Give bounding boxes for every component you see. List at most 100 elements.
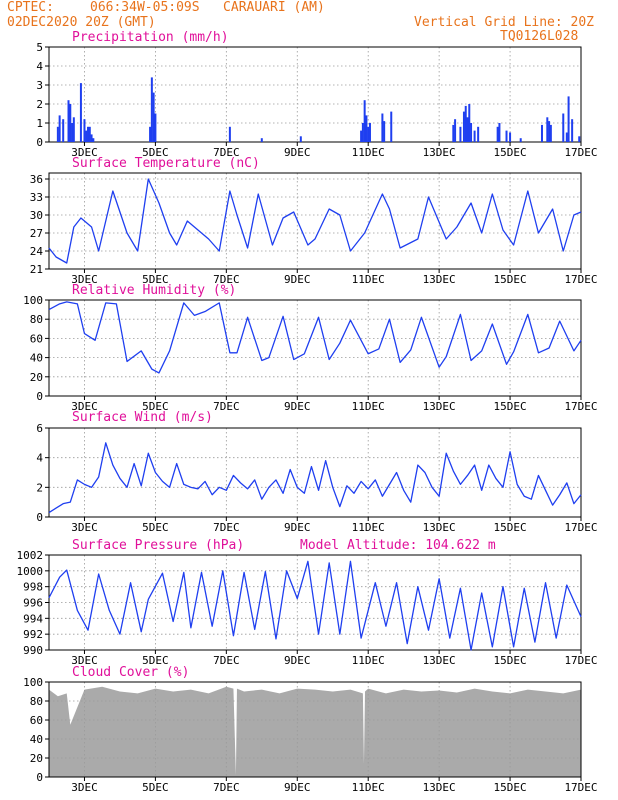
- precipitation-bar: [466, 117, 469, 142]
- precipitation-bar: [67, 100, 70, 142]
- y-tick-label: 4: [36, 60, 43, 73]
- y-tick-label: 1000: [17, 565, 44, 578]
- x-tick-label: 15DEC: [494, 146, 527, 159]
- y-tick-label: 40: [30, 733, 43, 746]
- plot-frame: [48, 681, 582, 778]
- precipitation-bar: [149, 126, 152, 142]
- precipitation-bar: [365, 115, 368, 142]
- precipitation-bar: [299, 136, 302, 142]
- x-tick-label: 11DEC: [352, 400, 385, 413]
- x-tick-label: 17DEC: [564, 273, 597, 286]
- precipitation-bar: [71, 123, 74, 142]
- precipitation-bar: [228, 126, 231, 142]
- precipitation-bar: [83, 119, 86, 142]
- y-tick-label: 1: [36, 117, 43, 130]
- x-tick-label: 7DEC: [213, 146, 240, 159]
- x-tick-label: 15DEC: [494, 400, 527, 413]
- y-tick-label: 20: [30, 752, 43, 765]
- series-line-pressure: [48, 560, 582, 651]
- x-tick-label: 5DEC: [142, 400, 169, 413]
- x-tick-label: 3DEC: [71, 521, 98, 534]
- precipitation-bar: [150, 77, 153, 142]
- y-tick-label: 4: [36, 452, 43, 465]
- panel-title-temperature: Surface Temperature (nC): [72, 156, 260, 171]
- x-tick-label: 5DEC: [142, 146, 169, 159]
- x-tick-label: 7DEC: [213, 654, 240, 667]
- x-tick-label: 3DEC: [71, 146, 98, 159]
- x-tick-label: 17DEC: [564, 654, 597, 667]
- precipitation-bar: [462, 111, 465, 142]
- plot-frame: [48, 172, 582, 270]
- y-tick-label: 6: [36, 422, 43, 435]
- precipitation-bar: [565, 132, 568, 142]
- x-tick-label: 15DEC: [494, 273, 527, 286]
- precipitation-bar: [454, 119, 457, 142]
- y-tick-label: 2: [36, 481, 43, 494]
- precipitation-bar: [79, 83, 82, 142]
- x-tick-label: 17DEC: [564, 781, 597, 794]
- x-tick-label: 3DEC: [71, 654, 98, 667]
- precipitation-bar: [571, 119, 574, 142]
- x-tick-label: 7DEC: [213, 521, 240, 534]
- x-tick-label: 13DEC: [423, 273, 456, 286]
- x-tick-label: 7DEC: [213, 273, 240, 286]
- panel-title-cloud: Cloud Cover (%): [72, 665, 190, 680]
- y-tick-label: 24: [30, 245, 44, 258]
- x-tick-label: 9DEC: [284, 146, 311, 159]
- precipitation-bar: [470, 123, 473, 142]
- precipitation-bar: [368, 123, 371, 142]
- x-tick-label: 13DEC: [423, 146, 456, 159]
- x-tick-label: 11DEC: [352, 654, 385, 667]
- precipitation-bar: [519, 138, 522, 142]
- precipitation-bar: [548, 121, 551, 142]
- precipitation-bar: [260, 138, 263, 142]
- x-tick-label: 9DEC: [284, 273, 311, 286]
- precipitation-bar: [452, 124, 455, 142]
- x-tick-label: 5DEC: [142, 654, 169, 667]
- x-tick-label: 3DEC: [71, 781, 98, 794]
- precipitation-bar: [390, 111, 393, 142]
- precipitation-bar: [367, 126, 370, 142]
- y-tick-label: 0: [36, 390, 43, 403]
- x-tick-label: 9DEC: [284, 654, 311, 667]
- y-tick-label: 80: [30, 695, 43, 708]
- x-tick-label: 15DEC: [494, 781, 527, 794]
- precipitation-bar: [546, 117, 549, 142]
- x-tick-label: 5DEC: [142, 781, 169, 794]
- panel-title-pressure: Surface Pressure (hPa): [72, 538, 245, 553]
- precipitation-bar: [464, 105, 467, 142]
- x-tick-label: 15DEC: [494, 521, 527, 534]
- precipitation-bar: [69, 104, 72, 142]
- y-tick-label: 20: [30, 371, 43, 384]
- precipitation-bar: [62, 119, 65, 142]
- precipitation-bar: [383, 121, 386, 142]
- x-tick-label: 7DEC: [213, 400, 240, 413]
- x-tick-label: 5DEC: [142, 521, 169, 534]
- x-tick-label: 13DEC: [423, 654, 456, 667]
- panel-title-wind: Surface Wind (m/s): [72, 410, 213, 425]
- x-tick-label: 13DEC: [423, 781, 456, 794]
- y-tick-label: 2: [36, 98, 43, 111]
- x-tick-label: 5DEC: [142, 273, 169, 286]
- precipitation-bar: [360, 130, 363, 142]
- y-tick-label: 1002: [17, 549, 44, 562]
- y-tick-label: 5: [36, 41, 43, 54]
- x-tick-label: 17DEC: [564, 521, 597, 534]
- precipitation-bar: [459, 126, 462, 142]
- y-tick-label: 27: [30, 227, 43, 240]
- y-tick-label: 100: [23, 294, 43, 307]
- y-tick-label: 33: [30, 191, 43, 204]
- y-tick-label: 60: [30, 332, 43, 345]
- x-tick-label: 17DEC: [564, 146, 597, 159]
- x-tick-label: 3DEC: [71, 273, 98, 286]
- precipitation-bar: [578, 136, 581, 142]
- precipitation-bar: [562, 113, 565, 142]
- panel-annotation-altitude: Model Altitude: 104.622 m: [300, 538, 496, 553]
- precipitation-bar: [88, 126, 91, 142]
- precipitation-bar: [477, 126, 480, 142]
- precipitation-bar: [90, 134, 93, 142]
- y-tick-label: 60: [30, 714, 43, 727]
- precipitation-bar: [92, 138, 95, 142]
- y-tick-label: 0: [36, 511, 43, 524]
- x-tick-label: 15DEC: [494, 654, 527, 667]
